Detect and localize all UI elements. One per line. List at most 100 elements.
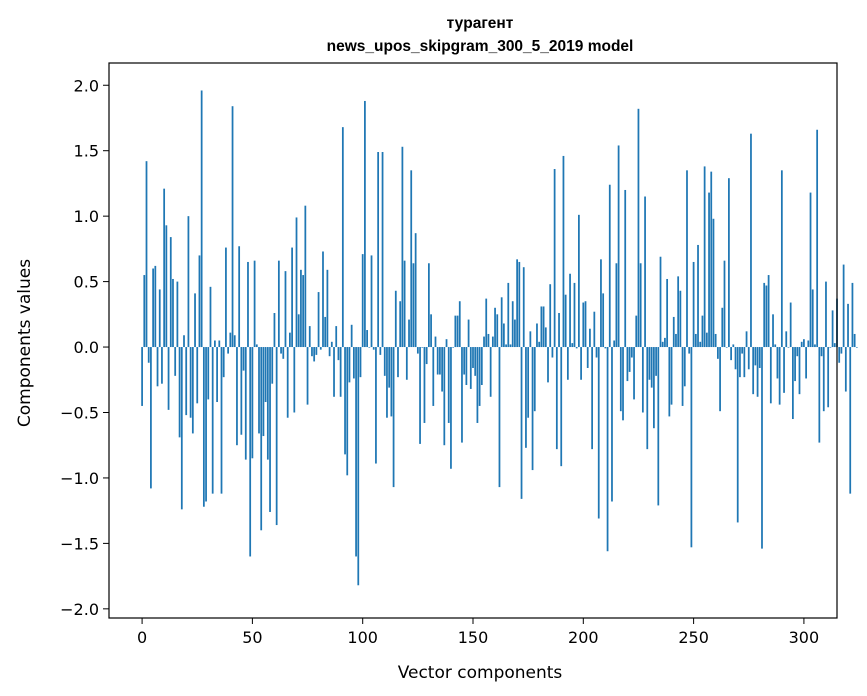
bar (571, 343, 574, 348)
bar (158, 289, 161, 348)
bar (723, 260, 726, 348)
bar (708, 192, 710, 348)
bar (247, 261, 249, 348)
bar (533, 347, 536, 412)
bar (465, 347, 468, 385)
bar (655, 347, 657, 376)
bar (463, 347, 466, 375)
bar (319, 347, 322, 350)
bar (703, 166, 706, 348)
bar (763, 282, 766, 348)
bar (264, 347, 267, 403)
y-tick-label: 0.0 (74, 338, 99, 357)
bar (185, 347, 188, 416)
bar (683, 347, 686, 387)
bar (542, 306, 545, 348)
bar (754, 347, 757, 366)
bar (646, 347, 649, 450)
bar (518, 261, 521, 348)
bar (355, 347, 357, 557)
bar (280, 347, 282, 354)
bar (659, 256, 662, 348)
bar (611, 347, 613, 502)
bar (833, 343, 836, 348)
bar (842, 264, 845, 348)
bar (472, 347, 474, 368)
bar (295, 217, 298, 348)
bar (231, 106, 234, 348)
bar (736, 347, 739, 523)
bar (194, 293, 196, 348)
bar (275, 347, 278, 526)
bar (366, 330, 368, 348)
bar (392, 347, 395, 488)
y-tick-label: −1.0 (60, 469, 99, 488)
bar-series (141, 90, 858, 586)
bar (284, 271, 287, 348)
bar (229, 332, 232, 348)
bar (143, 275, 146, 348)
chart-title: туpагент (447, 15, 514, 32)
bar (461, 347, 463, 443)
bar (756, 347, 759, 397)
bar (741, 347, 744, 354)
bar (335, 326, 338, 348)
bar (591, 347, 593, 450)
bar (286, 347, 289, 418)
bar (454, 315, 457, 348)
bar (218, 340, 221, 348)
bar (668, 347, 671, 417)
bar (145, 161, 148, 348)
bar (289, 332, 291, 348)
bar (575, 347, 578, 349)
bar (397, 347, 399, 378)
bar (580, 347, 582, 380)
bar (818, 347, 821, 443)
bar (765, 285, 768, 348)
y-tick-label: −1.5 (60, 534, 99, 553)
bar (681, 347, 684, 406)
bar (705, 332, 708, 348)
bar (141, 347, 143, 406)
y-tick-label: 1.0 (74, 207, 99, 226)
bar (732, 344, 735, 348)
bar (851, 282, 854, 348)
bar (637, 108, 640, 348)
y-tick-label: −0.5 (60, 403, 99, 422)
bar (317, 292, 320, 348)
bar (769, 347, 772, 404)
bar (447, 347, 450, 423)
bar (183, 335, 185, 348)
bar (372, 347, 375, 350)
bar (401, 146, 404, 348)
bar (172, 278, 174, 348)
bar (666, 278, 669, 348)
y-tick-label: 0.5 (74, 273, 99, 292)
bar (344, 347, 346, 455)
bar (432, 347, 435, 406)
y-axis-label: Components values (15, 259, 35, 427)
bar (478, 347, 481, 406)
bar (165, 225, 168, 348)
bar (200, 90, 203, 348)
bar (152, 268, 154, 348)
bar (551, 347, 554, 358)
bar (244, 347, 247, 460)
bar (322, 251, 324, 348)
bar (514, 319, 516, 348)
bar (483, 336, 485, 348)
bar (829, 347, 832, 348)
bar (428, 263, 430, 348)
bar (191, 347, 194, 434)
bar (271, 347, 274, 384)
bar (831, 310, 834, 348)
bar (364, 100, 366, 348)
bar (445, 339, 448, 348)
bar (785, 331, 788, 348)
bar (635, 315, 638, 348)
bar (641, 347, 644, 413)
bar (728, 178, 730, 348)
bar (205, 347, 207, 502)
bar (489, 347, 492, 397)
bar (730, 347, 732, 361)
